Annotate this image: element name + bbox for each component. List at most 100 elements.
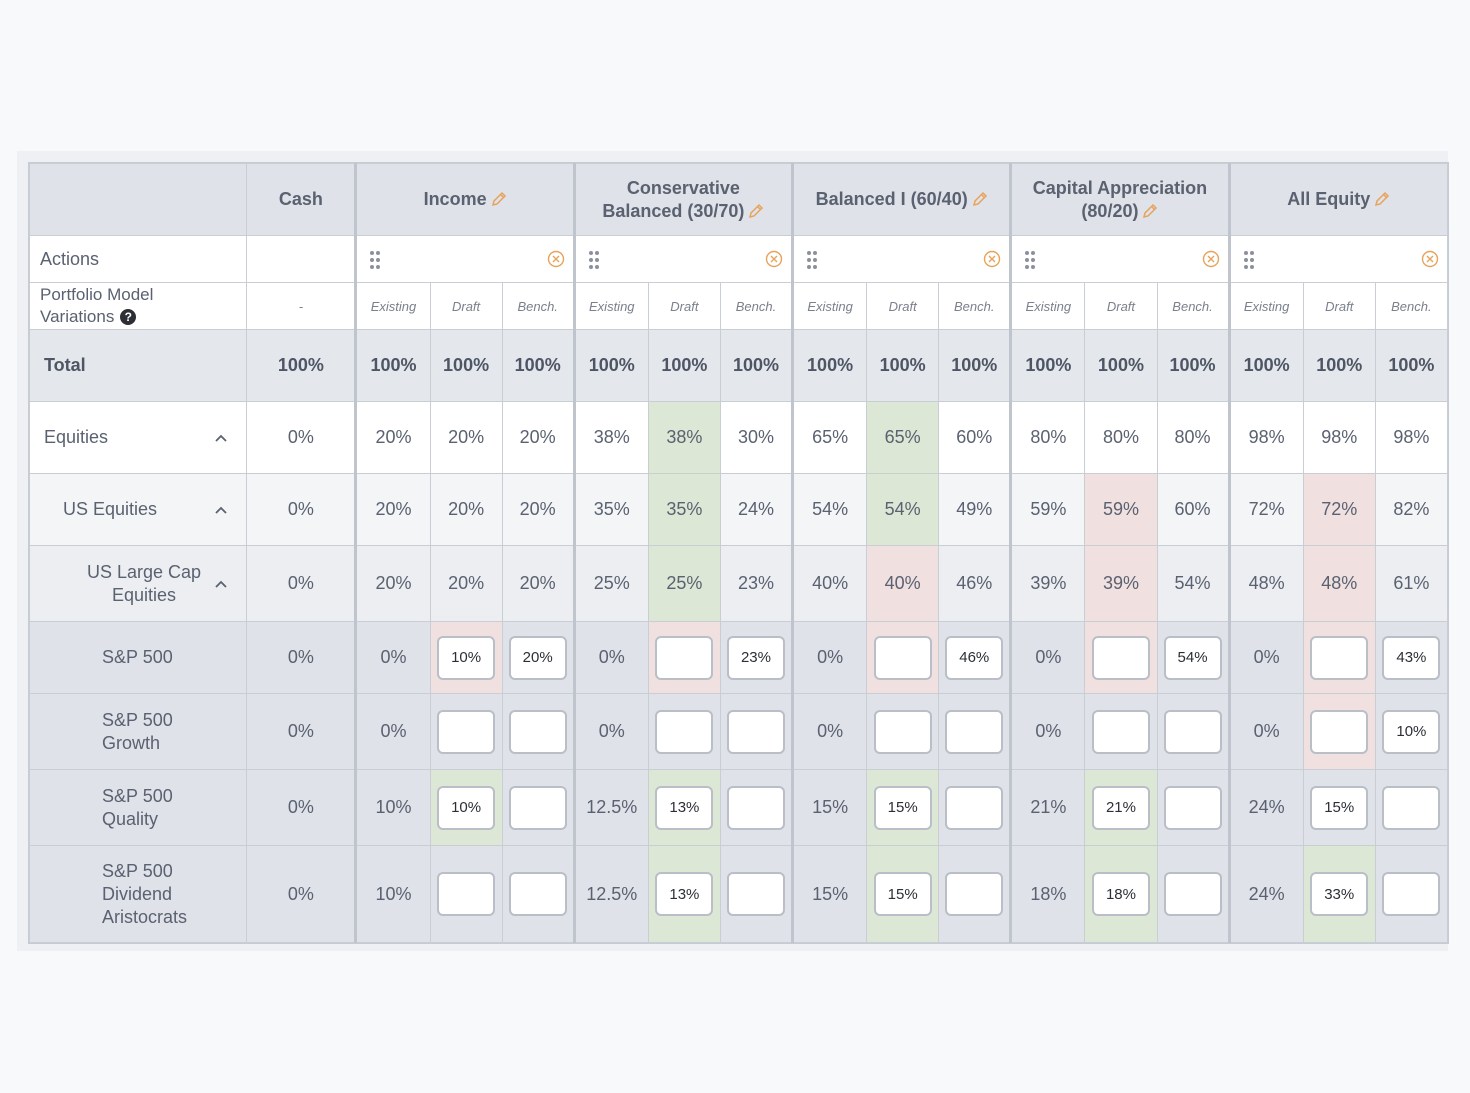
bench-input[interactable] [508,709,567,754]
draft-input[interactable] [437,872,496,916]
header-model-all-equity: All Equity [1227,163,1449,236]
value-cell: 38% [647,401,721,474]
draft-cell [429,621,503,694]
pencil-icon[interactable] [1374,191,1390,207]
draft-cell [647,621,721,694]
bench-input[interactable] [726,635,785,680]
draft-input[interactable] [655,872,714,916]
bench-input[interactable] [1163,635,1222,680]
cash-value: 0% [246,401,357,474]
row-label-text: Equities [44,427,109,447]
value-cell: 35% [572,473,649,546]
value-cell: 100% [429,329,503,402]
allocation-grid: Cash Income Conservative Balanced (30/70… [28,162,1449,944]
draft-input[interactable] [873,709,932,754]
header-row: Cash Income Conservative Balanced (30/70… [28,163,1449,236]
draft-input[interactable] [437,709,496,754]
drag-handle-icon[interactable] [588,251,601,269]
bench-input[interactable] [508,785,567,830]
draft-input[interactable] [1091,635,1150,680]
bench-input[interactable] [945,709,1004,754]
draft-input[interactable] [1310,785,1369,830]
bench-cell [719,621,794,694]
draft-input[interactable] [1091,709,1150,754]
drag-handle-icon[interactable] [1025,251,1037,269]
table-row: Equities 0% 20% 20% 20% 38% 38% 30% 65% … [28,401,1449,474]
bench-input[interactable] [1382,785,1441,830]
bench-input[interactable] [945,872,1004,916]
bench-cell [1374,845,1449,943]
drag-handle-icon[interactable] [807,251,819,269]
draft-input[interactable] [655,785,714,830]
remove-circle-icon[interactable] [983,250,1001,268]
bench-cell [1374,693,1449,770]
actions-cell-all-equity [1227,235,1449,283]
draft-input[interactable] [1310,872,1369,916]
bench-input[interactable] [508,635,567,680]
cash-variation: - [246,282,357,330]
draft-input[interactable] [655,709,714,754]
remove-circle-icon[interactable] [1421,250,1439,268]
header-corner [28,163,248,236]
table-row: S&P 500 Dividend Aristocrats 0% 10% 12.5… [28,845,1449,943]
actions-row: Actions [28,235,1449,283]
bench-input[interactable] [1382,872,1441,916]
bench-input[interactable] [1382,635,1441,680]
draft-input[interactable] [1310,635,1369,680]
bench-input[interactable] [1163,872,1222,916]
pencil-icon[interactable] [748,203,764,219]
remove-circle-icon[interactable] [765,250,783,268]
bench-input[interactable] [945,635,1004,680]
pencil-icon[interactable] [491,191,507,207]
drag-handle-icon[interactable] [1243,251,1256,269]
value-cell: 100% [1084,329,1158,402]
chevron-up-icon[interactable] [214,505,228,515]
value-cell: 72% [1302,473,1376,546]
pencil-icon[interactable] [972,191,988,207]
value-cell: 59% [1009,473,1086,546]
row-label-text: S&P 500 [102,647,173,667]
remove-circle-icon[interactable] [547,250,565,268]
remove-circle-icon[interactable] [1202,250,1220,268]
bench-input[interactable] [726,709,785,754]
draft-input[interactable] [655,635,714,680]
pencil-icon[interactable] [1142,203,1158,219]
actions-cell-conservative-balanced [572,235,794,283]
bench-input[interactable] [726,872,785,916]
cash-value: 0% [246,769,357,846]
existing-value: 0% [354,693,431,770]
draft-input[interactable] [1091,785,1150,830]
row-label[interactable]: US Large Cap Equities [28,545,248,622]
value-cell: 60% [938,401,1012,474]
bench-input[interactable] [508,872,567,916]
draft-input[interactable] [437,785,496,830]
row-label[interactable]: Equities [28,401,248,474]
value-cell: 48% [1227,545,1304,622]
bench-cell [719,845,794,943]
draft-input[interactable] [873,872,932,916]
draft-input[interactable] [873,785,932,830]
variation-bench: Bench. [1374,282,1449,330]
bench-input[interactable] [945,785,1004,830]
draft-input[interactable] [437,635,496,680]
bench-cell [1156,693,1230,770]
bench-input[interactable] [1163,709,1222,754]
draft-input[interactable] [1091,872,1150,916]
draft-input[interactable] [1310,709,1369,754]
drag-handle-icon[interactable] [370,251,382,269]
bench-input[interactable] [726,785,785,830]
help-icon[interactable]: ? [120,309,137,325]
bench-input[interactable] [1163,785,1222,830]
value-cell: 80% [1009,401,1086,474]
value-cell: 100% [719,329,794,402]
value-cell: 61% [1374,545,1449,622]
draft-cell [429,769,503,846]
cash-value: 0% [246,693,357,770]
chevron-up-icon[interactable] [214,433,228,443]
row-label[interactable]: US Equities [28,473,248,546]
draft-input[interactable] [873,635,932,680]
chevron-up-icon[interactable] [214,579,228,589]
variation-bench: Bench. [938,282,1012,330]
bench-input[interactable] [1382,709,1441,754]
value-cell: 100% [501,329,575,402]
